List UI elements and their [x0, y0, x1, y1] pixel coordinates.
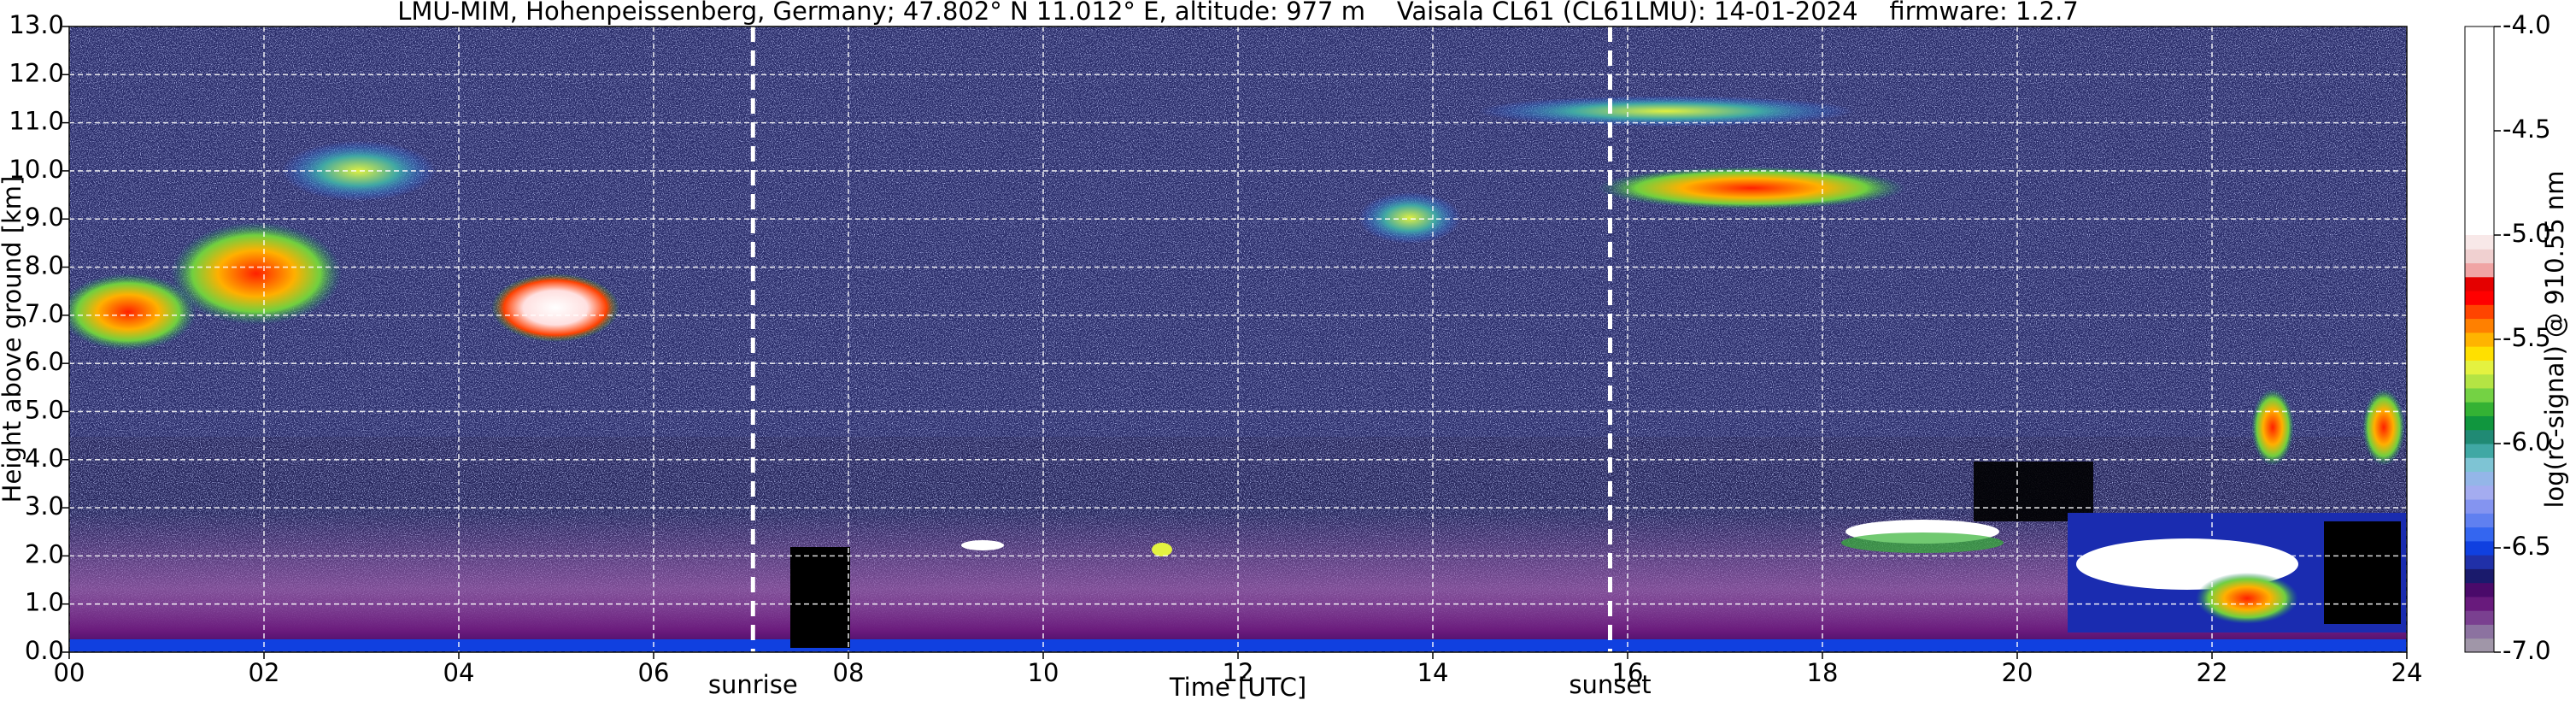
colorbar-segment [2465, 638, 2494, 653]
colorbar-segment [2465, 304, 2494, 320]
colorbar-segment [2465, 471, 2494, 486]
colorbar-segment [2465, 346, 2494, 361]
x-tick-label: 16 [1612, 658, 1644, 687]
colorbar-over [2465, 26, 2494, 235]
colorbar-tick-label: -4.5 [2503, 115, 2551, 144]
x-tick-label: 10 [1028, 658, 1059, 687]
x-tick-label: 04 [443, 658, 475, 687]
colorbar-segment [2465, 568, 2494, 584]
colorbar-segment [2465, 596, 2494, 611]
y-tick-label: 2.0 [25, 539, 64, 568]
colorbar-tick-label: -5.0 [2503, 219, 2551, 248]
y-tick-label: 6.0 [25, 347, 64, 376]
y-tick-label: 8.0 [25, 251, 64, 280]
colorbar-segment [2465, 291, 2494, 305]
x-tick-label: 24 [2391, 658, 2423, 687]
annotation-label: sunrise [708, 670, 798, 699]
y-tick-label: 1.0 [25, 588, 64, 617]
y-tick-label: 11.0 [9, 107, 64, 136]
colorbar-tick-label: -7.0 [2503, 636, 2551, 665]
colorbar-segment [2465, 624, 2494, 639]
colorbar-segment [2465, 429, 2494, 444]
colorbar-label: log(rc-signal) @ 910.55 nm [2540, 170, 2569, 508]
colorbar-tick-label: -6.5 [2503, 532, 2551, 561]
colorbar-segment [2465, 374, 2494, 389]
colorbar-segment [2465, 249, 2494, 264]
colorbar-segment [2465, 318, 2494, 333]
y-tick-label: 3.0 [25, 491, 64, 521]
x-tick-label: 12 [1223, 658, 1254, 687]
colorbar-tick-label: -5.5 [2503, 323, 2551, 352]
colorbar-segment [2465, 276, 2494, 291]
y-tick-label: 9.0 [25, 203, 64, 232]
colorbar-segment [2465, 485, 2494, 500]
colorbar-segment [2465, 499, 2494, 514]
y-tick-label: 13.0 [9, 10, 64, 39]
x-tick-label: 00 [54, 658, 85, 687]
x-tick-label: 02 [249, 658, 280, 687]
y-tick-label: 12.0 [9, 58, 64, 87]
x-tick-label: 06 [638, 658, 670, 687]
backscatter-field [69, 26, 2407, 652]
x-tick-label: 20 [2002, 658, 2033, 687]
x-tick-label: 08 [833, 658, 865, 687]
colorbar-segment [2465, 235, 2494, 250]
colorbar-segment [2465, 457, 2494, 473]
y-tick-label: 5.0 [25, 395, 64, 424]
x-tick-label: 18 [1807, 658, 1839, 687]
annotation-label: sunset [1569, 670, 1651, 699]
colorbar-segment [2465, 402, 2494, 416]
colorbar-segment [2465, 555, 2494, 569]
x-tick-label: 22 [2197, 658, 2228, 687]
y-tick-label: 0.0 [25, 636, 64, 665]
colorbar-segment [2465, 527, 2494, 542]
colorbar-segment [2465, 610, 2494, 625]
colorbar-segment [2465, 387, 2494, 403]
y-axis-label: Height above ground [km] [0, 176, 26, 503]
colorbar-tick-label: -6.0 [2503, 427, 2551, 456]
colorbar-segment [2465, 360, 2494, 375]
x-axis-label: Time [UTC] [1169, 673, 1306, 702]
chart-title: LMU-MIM, Hohenpeissenberg, Germany; 47.8… [397, 0, 2079, 26]
colorbar-segment [2465, 444, 2494, 458]
colorbar-segment [2465, 582, 2494, 597]
colorbar-segment [2465, 332, 2494, 347]
colorbar-segment [2465, 415, 2494, 431]
y-tick-label: 4.0 [25, 444, 64, 473]
x-tick-label: 14 [1417, 658, 1449, 687]
y-tick-label: 7.0 [25, 299, 64, 328]
y-tick-label: 10.0 [9, 155, 64, 184]
colorbar-segment [2465, 513, 2494, 528]
colorbar-segment [2465, 262, 2494, 278]
colorbar-tick-label: -4.0 [2503, 10, 2551, 39]
colorbar-segment [2465, 540, 2494, 556]
